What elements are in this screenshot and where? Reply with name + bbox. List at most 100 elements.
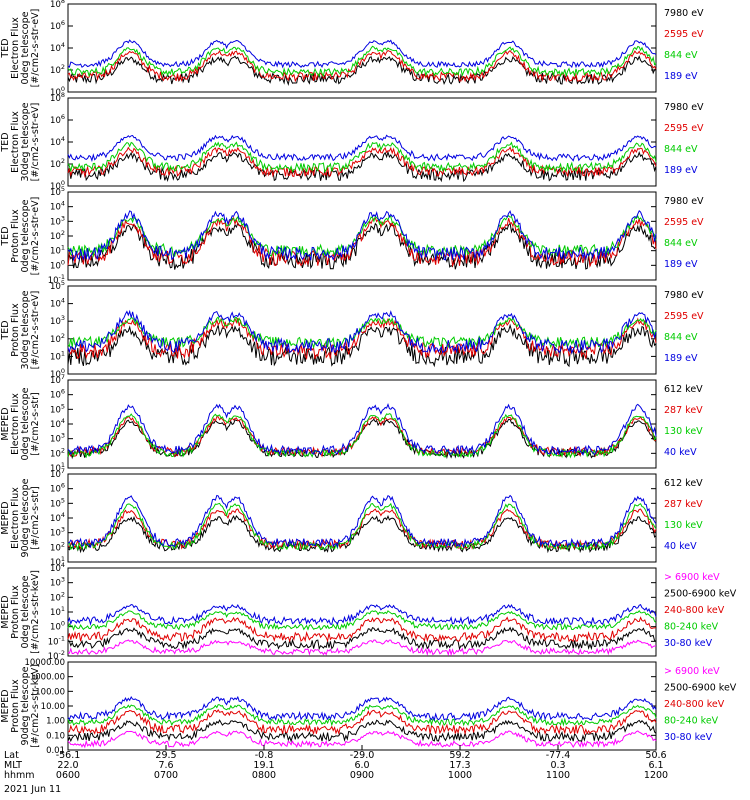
y-axis-label: Proton Flux: [10, 679, 21, 733]
series-line-1: [67, 323, 657, 368]
legend-entry: 2595 eV: [664, 311, 704, 322]
legend-entry: 612 keV: [664, 478, 703, 489]
y-tick-label: 102: [50, 229, 65, 242]
legend-entry: > 6900 keV: [664, 572, 720, 583]
y-axis-label: 90deg telescope: [20, 478, 31, 557]
legend-entry: 40 keV: [664, 447, 697, 458]
x-tick-label: -0.8: [255, 750, 274, 761]
series-line-2: [67, 316, 657, 361]
series-line-2: [67, 216, 657, 268]
y-tick-label: 101: [50, 244, 65, 257]
y-tick-label: 104: [50, 511, 65, 524]
x-tick-label: 22.0: [57, 760, 78, 771]
panel-frame: [67, 285, 657, 375]
y-tick-label: 106: [50, 482, 65, 495]
y-axis-label: [#/cm2-s-str-eV]: [30, 291, 41, 370]
y-tick-label: 1.00: [46, 717, 65, 727]
legend-entry: 7980 eV: [664, 102, 704, 113]
y-tick-label: 1000.00: [30, 673, 65, 683]
legend-entry: 130 keV: [664, 426, 703, 437]
x-tick-label: 0900: [350, 770, 374, 781]
y-tick-label: 10.00: [41, 702, 65, 712]
y-axis-label: 30deg telescope: [20, 290, 31, 369]
legend-entry: 240-800 keV: [664, 699, 725, 710]
y-tick-label: 102: [50, 332, 65, 345]
series-line-1: [67, 222, 657, 270]
y-tick-label: 108: [50, 0, 65, 10]
x-row-label: hhmm: [4, 770, 35, 781]
x-tick-label: 6.1: [648, 760, 663, 771]
y-axis-label: [#/cm2-s-str-eV]: [30, 9, 41, 88]
y-tick-label: 102: [50, 540, 65, 553]
legend-entry: 30-80 keV: [664, 732, 713, 743]
x-tick-label: 0600: [56, 770, 80, 781]
y-tick-label: 10-1: [48, 634, 65, 647]
y-tick-label: 103: [50, 432, 65, 445]
legend-entry: 844 eV: [664, 332, 698, 343]
y-tick-label: 100: [50, 258, 65, 271]
legend-entry: 189 eV: [664, 259, 698, 270]
y-axis-label: MEPED: [0, 595, 11, 628]
legend-entry: 7980 eV: [664, 8, 704, 19]
series-line-3: [67, 708, 657, 736]
series-line-4: [67, 609, 657, 631]
legend-entry: 844 eV: [664, 50, 698, 61]
y-tick-label: 100.00: [35, 687, 65, 697]
series-line-4: [67, 704, 657, 727]
y-axis-label: 0deg telescope: [20, 387, 31, 460]
y-axis-label: Proton Flux: [10, 303, 21, 357]
y-axis-label: TED: [0, 38, 11, 58]
x-row-label: MLT: [4, 760, 22, 771]
y-tick-label: 101: [50, 349, 65, 362]
legend-entry: 7980 eV: [664, 290, 704, 301]
x-tick-label: 7.6: [158, 760, 173, 771]
y-axis-label: 30deg telescope: [20, 102, 31, 181]
y-axis-label: Electron Flux: [10, 393, 21, 455]
y-tick-label: 103: [50, 214, 65, 227]
x-tick-label: 0700: [154, 770, 178, 781]
legend-entry: 40 keV: [664, 541, 697, 552]
x-tick-label: -77.4: [546, 750, 571, 761]
x-tick-label: 59.2: [449, 750, 470, 761]
y-axis-label: [#/cm2-s-str-eV]: [30, 197, 41, 276]
legend-entry: 2595 eV: [664, 217, 704, 228]
legend-entry: 80-240 keV: [664, 622, 719, 633]
series-line-4: [67, 494, 657, 549]
x-tick-label: 29.5: [155, 750, 176, 761]
y-tick-label: 106: [50, 113, 65, 126]
y-tick-label: 101: [50, 605, 65, 618]
y-axis-label: MEPED: [0, 407, 11, 440]
series-line-1: [67, 514, 657, 554]
legend-entry: 287 keV: [664, 405, 703, 416]
series-line-5: [67, 695, 657, 722]
y-tick-label: 104: [50, 200, 65, 213]
y-tick-label: 0.01: [46, 746, 65, 756]
y-axis-label: 0deg telescope: [20, 199, 31, 272]
y-axis-label: Proton Flux: [10, 209, 21, 263]
legend-entry: 612 keV: [664, 384, 703, 395]
x-tick-label: -56.1: [56, 750, 81, 761]
y-axis-label: [#/cm2-s-str]: [30, 392, 41, 455]
y-tick-label: 103: [50, 314, 65, 327]
y-tick-label: 102: [50, 157, 65, 170]
y-tick-label: 104: [50, 297, 65, 310]
series-line-3: [67, 413, 657, 459]
y-axis-label: 0deg telescope: [20, 11, 31, 84]
y-tick-label: 10000.00: [24, 658, 65, 668]
y-tick-label: 103: [50, 576, 65, 589]
series-line-2: [67, 146, 657, 178]
legend-entry: 189 eV: [664, 353, 698, 364]
series-line-4: [67, 403, 657, 456]
y-tick-label: 102: [50, 590, 65, 603]
series-line-4: [67, 39, 657, 69]
legend-entry: 844 eV: [664, 144, 698, 155]
legend-entry: 130 keV: [664, 520, 703, 531]
y-axis-label: MEPED: [0, 689, 11, 722]
y-tick-label: 0.10: [46, 731, 65, 741]
series-line-1: [67, 55, 657, 86]
x-tick-label: 50.6: [645, 750, 666, 761]
